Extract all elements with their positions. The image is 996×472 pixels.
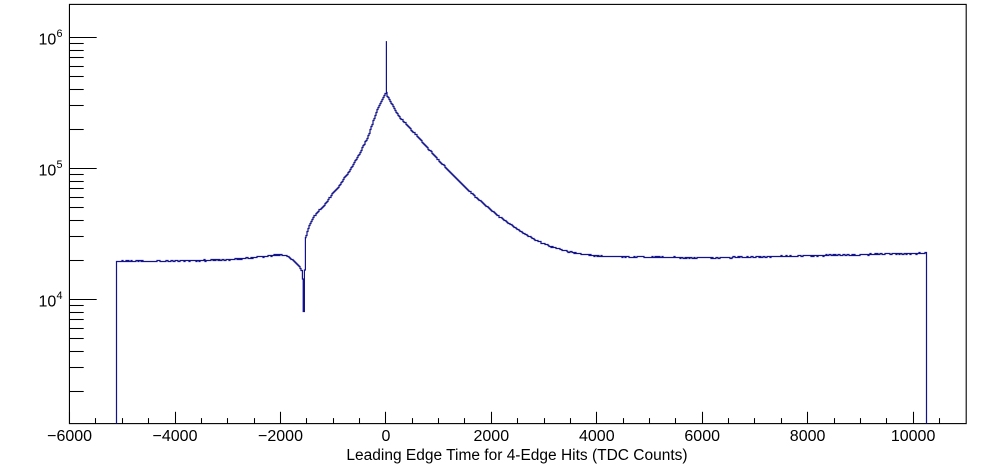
svg-text:0: 0 [381,428,390,445]
svg-text:10: 10 [39,32,57,49]
svg-text:4: 4 [57,290,63,302]
svg-text:−6000: −6000 [47,428,92,445]
svg-text:5: 5 [57,159,63,171]
svg-text:6000: 6000 [684,428,720,445]
svg-text:6: 6 [57,28,63,40]
svg-text:10: 10 [39,294,57,311]
svg-text:10: 10 [39,163,57,180]
svg-text:−4000: −4000 [153,428,198,445]
svg-text:−2000: −2000 [258,428,303,445]
svg-text:4000: 4000 [579,428,615,445]
svg-text:8000: 8000 [790,428,826,445]
svg-text:Leading Edge Time for 4-Edge H: Leading Edge Time for 4-Edge Hits (TDC C… [346,447,687,464]
svg-text:10000: 10000 [891,428,936,445]
svg-text:2000: 2000 [474,428,510,445]
